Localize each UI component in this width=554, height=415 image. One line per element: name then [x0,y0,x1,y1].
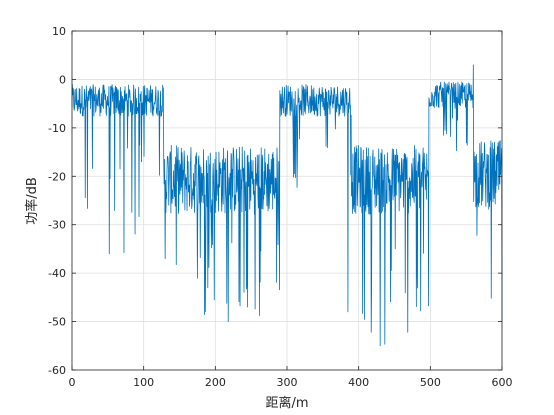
x-tick-label: 600 [492,376,513,389]
series [71,64,503,347]
x-ticks: 0 100 200 300 400 500 600 [69,31,513,389]
y-tick-label: 0 [59,73,66,86]
y-tick-label: -50 [48,316,66,329]
y-axis-label: 功率/dB [24,177,40,225]
y-tick-label: 10 [52,25,66,38]
x-tick-label: 400 [348,376,369,389]
x-tick-label: 200 [205,376,226,389]
x-tick-label: 100 [133,376,154,389]
y-tick-label: -20 [48,170,66,183]
y-tick-label: -10 [48,122,66,135]
y-tick-label: -40 [48,267,66,280]
y-ticks: -60 -50 -40 -30 -20 -10 0 10 [48,25,502,377]
y-tick-label: -30 [48,219,66,232]
x-tick-label: 300 [277,376,298,389]
x-tick-label: 500 [420,376,441,389]
x-axis-label: 距离/m [265,395,308,411]
y-tick-label: -60 [48,364,66,377]
series-line [71,64,503,347]
x-tick-label: 0 [69,376,76,389]
